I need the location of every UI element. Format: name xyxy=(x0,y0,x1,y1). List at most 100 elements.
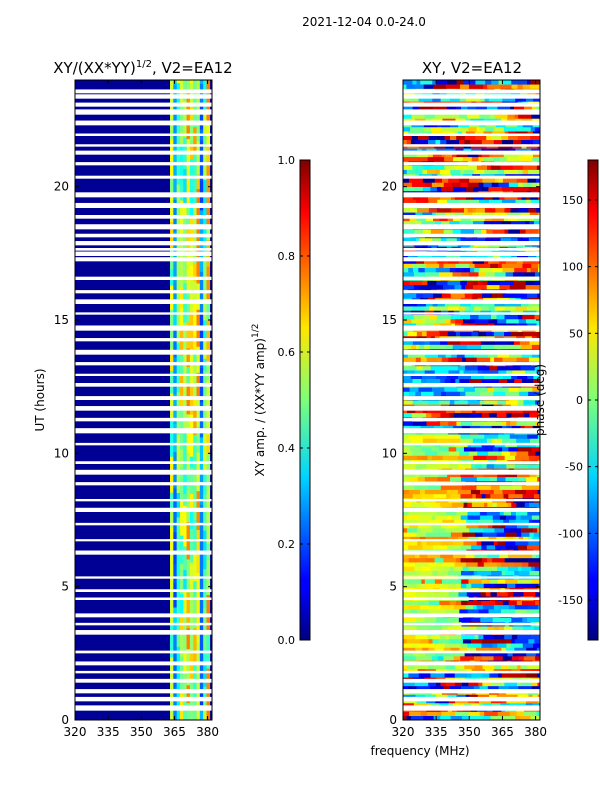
flagged-row xyxy=(403,162,540,166)
phase-cell xyxy=(471,583,484,589)
amp-cell xyxy=(176,126,181,160)
phase-cell xyxy=(403,178,410,183)
phase-cell xyxy=(426,464,439,469)
phase-cell xyxy=(529,84,540,89)
phase-cell xyxy=(497,365,508,371)
phase-cell xyxy=(486,105,498,111)
phase-cell xyxy=(464,284,474,290)
phase-cell xyxy=(436,208,452,213)
amp-cell xyxy=(186,255,191,293)
phase-cell xyxy=(479,400,485,405)
phase-cell xyxy=(477,280,484,286)
phase-cell xyxy=(523,536,529,542)
phase-cell xyxy=(512,651,527,657)
phase-cell xyxy=(415,408,424,414)
flagged-row xyxy=(75,202,212,208)
phase-cell xyxy=(439,634,446,640)
flagged-row xyxy=(403,257,540,262)
phase-cell xyxy=(492,195,500,200)
phase-cell xyxy=(416,455,422,461)
phase-cell xyxy=(530,634,540,640)
phase-cell xyxy=(425,583,441,589)
phase-cell xyxy=(452,152,457,158)
phase-cell xyxy=(489,673,499,678)
phase-cell xyxy=(428,284,444,290)
phase-cell xyxy=(455,557,461,563)
phase-cell xyxy=(441,186,454,192)
phase-cell xyxy=(494,344,507,350)
phase-cell xyxy=(522,259,536,264)
phase-cell xyxy=(535,592,540,597)
phase-cell xyxy=(502,489,516,495)
phase-cell xyxy=(506,400,519,405)
phase-cell xyxy=(501,446,509,452)
phase-cell xyxy=(468,451,478,456)
phase-cell xyxy=(440,540,449,546)
phase-cell xyxy=(538,412,540,418)
phase-cell xyxy=(536,178,540,183)
phase-cell xyxy=(403,105,413,111)
phase-cell xyxy=(535,391,540,397)
phase-cell xyxy=(472,280,479,286)
amp-cell xyxy=(189,509,194,529)
phase-cell xyxy=(447,438,461,443)
phase-cell xyxy=(503,617,512,623)
phase-cell xyxy=(507,583,516,589)
flagged-row xyxy=(403,630,540,635)
phase-cell xyxy=(523,182,528,187)
phase-cell xyxy=(458,374,472,379)
amp-cell xyxy=(199,688,204,706)
phase-cell xyxy=(414,562,429,567)
phase-cell xyxy=(420,570,433,576)
amp-cell xyxy=(176,201,181,217)
phase-cell xyxy=(421,331,427,337)
phase-cell xyxy=(485,331,495,337)
phase-cell xyxy=(527,434,539,439)
amp-cell xyxy=(186,224,191,257)
phase-cell xyxy=(509,702,517,708)
phase-cell xyxy=(464,664,475,670)
phase-cell xyxy=(490,715,504,720)
phase-cell xyxy=(403,553,416,559)
phase-cell xyxy=(490,493,504,499)
phase-cell xyxy=(482,681,492,687)
phase-cell xyxy=(415,553,420,559)
phase-cell xyxy=(503,387,509,392)
colorbar-tick-label: -150 xyxy=(558,594,583,607)
phase-cell xyxy=(508,216,518,222)
phase-cell xyxy=(440,139,447,145)
phase-cell xyxy=(408,557,420,563)
phase-cell xyxy=(494,464,507,469)
amp-cell xyxy=(189,80,194,83)
phase-cell xyxy=(417,609,429,614)
phase-cell xyxy=(416,592,427,597)
phase-cell xyxy=(446,489,459,495)
phase-cell xyxy=(479,489,490,495)
flagged-row xyxy=(403,312,540,315)
phase-cell xyxy=(486,229,493,234)
phase-cell xyxy=(530,438,540,443)
flagged-row xyxy=(75,498,212,502)
phase-cell xyxy=(447,331,457,337)
phase-cell xyxy=(412,378,422,384)
phase-cell xyxy=(434,634,441,640)
phase-cell xyxy=(430,540,442,546)
amp-cell xyxy=(189,280,194,312)
phase-cell xyxy=(529,412,539,418)
x-tick-label: 365 xyxy=(163,725,186,739)
phase-cell xyxy=(467,114,480,119)
phase-cell xyxy=(429,306,435,311)
amp-cell xyxy=(183,247,187,284)
phase-cell xyxy=(409,387,419,392)
phase-cell xyxy=(467,400,481,405)
amp-cell xyxy=(206,487,211,527)
phase-cell xyxy=(435,169,441,175)
phase-cell xyxy=(403,340,414,345)
phase-cell xyxy=(483,472,498,478)
phase-cell xyxy=(479,131,484,136)
phase-cell xyxy=(474,229,482,234)
amp-cell xyxy=(170,585,174,626)
phase-cell xyxy=(448,421,457,426)
phase-cell xyxy=(424,344,431,350)
